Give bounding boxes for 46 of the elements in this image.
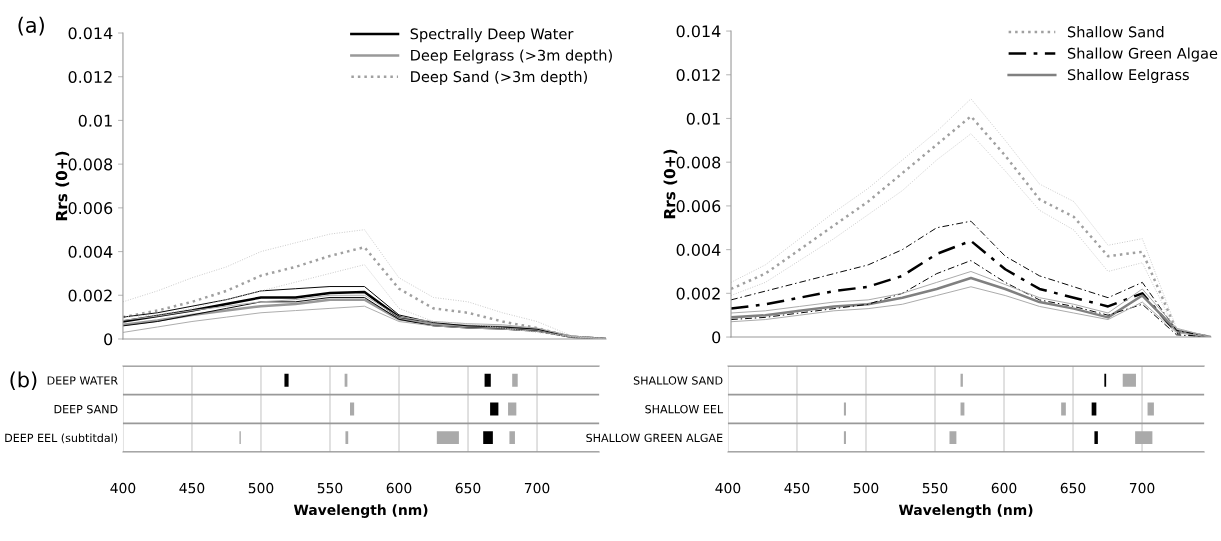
y-tick-label: DEEP WATER [47, 376, 118, 385]
x-tick-label: 450 [179, 482, 205, 494]
y-tick-label: 0.014 [676, 25, 721, 38]
x-tick-label: 700 [1129, 482, 1155, 494]
x-tick-label: 500 [248, 482, 274, 494]
x-axis-title: Wavelength (nm) [898, 504, 1033, 518]
text: (a) [18, 16, 44, 36]
legend-label: Shallow Eelgrass [1067, 68, 1189, 84]
y-tick-label: SHALLOW SAND [633, 376, 723, 385]
x-tick-label: 550 [317, 482, 343, 494]
legend-label: Shallow Sand [1067, 26, 1164, 38]
text: (b) [10, 371, 37, 390]
legend-label: Spectrally Deep Water [410, 28, 574, 43]
legend-label: Shallow Green Algae [1067, 47, 1218, 62]
y-tick-label: SHALLOW EEL [645, 404, 724, 414]
y-tick-label: 0.01 [686, 112, 720, 125]
x-tick-label: 600 [991, 482, 1017, 494]
y-tick-label: 0.012 [68, 70, 112, 84]
y-tick-label: DEEP SAND [54, 404, 118, 414]
legend-label: Deep Sand (>3m depth) [411, 70, 587, 85]
y-tick-label: 0.008 [676, 156, 721, 169]
y-tick-label: 0.004 [68, 245, 113, 258]
x-tick-label: 500 [853, 482, 879, 494]
y-tick-label: 0 [104, 333, 113, 346]
x-tick-label: 450 [784, 482, 810, 494]
y-tick-label: 0.008 [68, 158, 113, 171]
y-tick-label: 0 [712, 331, 721, 344]
x-axis-title: Wavelength (nm) [293, 504, 428, 518]
x-tick-label: 600 [386, 482, 412, 494]
x-tick-label: 700 [524, 482, 550, 494]
y-tick-label: DEEP EEL (subtitdal) [5, 433, 118, 444]
x-tick-label: 650 [1060, 482, 1086, 494]
y-tick-label: 0.012 [676, 68, 720, 82]
y-tick-label: 0.01 [78, 114, 112, 127]
x-tick-label: 650 [455, 482, 481, 494]
y-tick-label: 0.014 [68, 27, 113, 40]
y-tick-label: 0.006 [676, 200, 721, 213]
y-tick-label: SHALLOW GREEN ALGAE [586, 433, 723, 443]
x-tick-label: 400 [110, 482, 136, 494]
legend-label: Deep Eelgrass (>3m depth) [411, 49, 612, 64]
y-tick-label: 0.006 [68, 202, 113, 215]
y-tick-label: 0.002 [676, 287, 720, 300]
x-tick-label: 550 [922, 482, 948, 494]
x-tick-label: 400 [715, 482, 741, 494]
y-tick-label: 0.004 [676, 243, 721, 256]
y-tick-label: 0.002 [68, 289, 112, 302]
